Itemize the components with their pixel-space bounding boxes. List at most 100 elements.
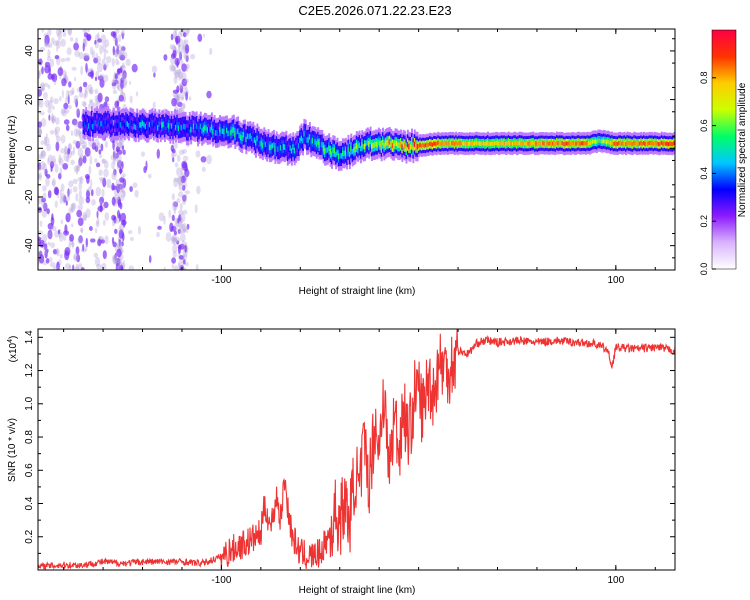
noise-speckle: [119, 49, 122, 57]
noise-speckle: [173, 201, 179, 208]
ridge-cell: [415, 143, 418, 150]
ridge-cell: [244, 131, 246, 138]
ridge-cell: [270, 144, 273, 151]
noise-speckle: [178, 75, 181, 81]
ridge-cell: [187, 127, 190, 134]
noise-speckle: [41, 197, 46, 203]
noise-speckle: [171, 237, 178, 242]
noise-speckle: [38, 230, 44, 236]
noise-speckle: [51, 37, 55, 44]
noise-speckle: [87, 29, 90, 33]
noise-speckle: [49, 130, 55, 135]
ridge-cell: [202, 126, 205, 133]
noise-speckle: [174, 29, 178, 35]
noise-speckle: [64, 224, 68, 235]
noise-speckle: [38, 71, 41, 80]
noise-speckle: [173, 177, 179, 182]
noise-speckle: [52, 105, 55, 110]
y-tick-label: -40: [24, 238, 35, 253]
noise-speckle: [113, 168, 117, 176]
noise-speckle: [116, 68, 121, 75]
noise-speckle: [54, 79, 57, 86]
ridge-cell: [612, 141, 615, 146]
noise-speckle: [115, 263, 120, 270]
ridge-cell: [303, 131, 306, 137]
noise-speckle: [184, 169, 190, 178]
noise-speckle: [94, 88, 99, 95]
ridge-cell: [212, 129, 215, 135]
ridge-cell: [458, 141, 460, 146]
noise-speckle: [43, 246, 48, 254]
noise-speckle: [90, 179, 93, 189]
noise-speckle: [72, 264, 75, 270]
noise-speckle: [182, 209, 188, 215]
noise-speckle: [171, 148, 176, 154]
noise-speckle: [84, 84, 88, 95]
noise-speckle: [176, 240, 180, 245]
noise-speckle: [121, 145, 125, 151]
noise-speckle: [183, 32, 187, 38]
ridge-cell: [329, 149, 332, 155]
noise-speckle: [63, 119, 70, 125]
ridge-cell: [515, 142, 518, 147]
noise-speckle: [51, 112, 54, 123]
ridge-cell: [150, 121, 153, 128]
ridge-cell: [404, 142, 407, 149]
ridge-cell: [220, 128, 223, 135]
noise-speckle: [89, 99, 94, 104]
noise-speckle: [84, 147, 91, 157]
noise-speckle: [114, 37, 118, 47]
noise-speckle: [117, 160, 123, 169]
ridge-cell: [304, 131, 307, 138]
ridge-cell: [489, 142, 492, 147]
ridge-cell: [181, 124, 184, 130]
ridge-cell: [607, 139, 610, 144]
noise-speckle: [171, 214, 175, 221]
noise-speckle: [99, 203, 103, 213]
ridge-cell: [423, 143, 426, 148]
noise-speckle: [38, 100, 41, 106]
noise-speckle: [179, 83, 183, 90]
noise-speckle: [74, 266, 79, 270]
ridge-cell: [466, 141, 469, 146]
noise-speckle: [69, 37, 74, 42]
ridge-cell: [318, 142, 321, 148]
ridge-cell: [103, 120, 106, 126]
ridge-cell: [673, 141, 675, 146]
noise-speckle: [67, 90, 74, 96]
ridge-cell: [477, 141, 480, 146]
ridge-cell: [362, 144, 365, 150]
noise-speckle: [78, 161, 81, 167]
noise-speckle: [174, 35, 181, 44]
noise-speckle: [173, 206, 177, 215]
ridge-cell: [372, 142, 375, 149]
ridge-cell: [169, 126, 172, 132]
ridge-cell: [666, 141, 669, 146]
ridge-cell: [440, 142, 442, 147]
ridge-cell: [223, 128, 226, 135]
noise-speckle: [42, 234, 48, 242]
ridge-cell: [361, 142, 364, 148]
noise-speckle: [53, 98, 59, 105]
ridge-cell: [368, 141, 371, 147]
ridge-cell: [383, 142, 386, 149]
noise-speckle: [70, 241, 75, 247]
ridge-cell: [393, 143, 396, 149]
ridge-cell: [611, 140, 614, 145]
noise-speckle: [111, 79, 116, 85]
noise-speckle: [117, 245, 123, 250]
noise-speckle: [176, 49, 180, 54]
snr-series-line: [38, 329, 675, 570]
noise-speckle: [83, 55, 90, 62]
noise-speckle: [184, 244, 187, 253]
spectrogram-panel: -100 100 -40 -20 0 20 40 Height of straight li…: [7, 28, 676, 297]
noise-speckle: [62, 163, 69, 170]
noise-speckle: [181, 217, 183, 224]
noise-speckle: [76, 108, 80, 119]
spectrogram-ylabel: Frequency (Hz): [7, 116, 18, 185]
noise-speckle: [177, 176, 184, 186]
noise-speckle: [82, 243, 85, 252]
ridge-cell: [347, 147, 350, 153]
noise-speckle: [59, 189, 63, 197]
noise-speckle: [104, 212, 110, 221]
